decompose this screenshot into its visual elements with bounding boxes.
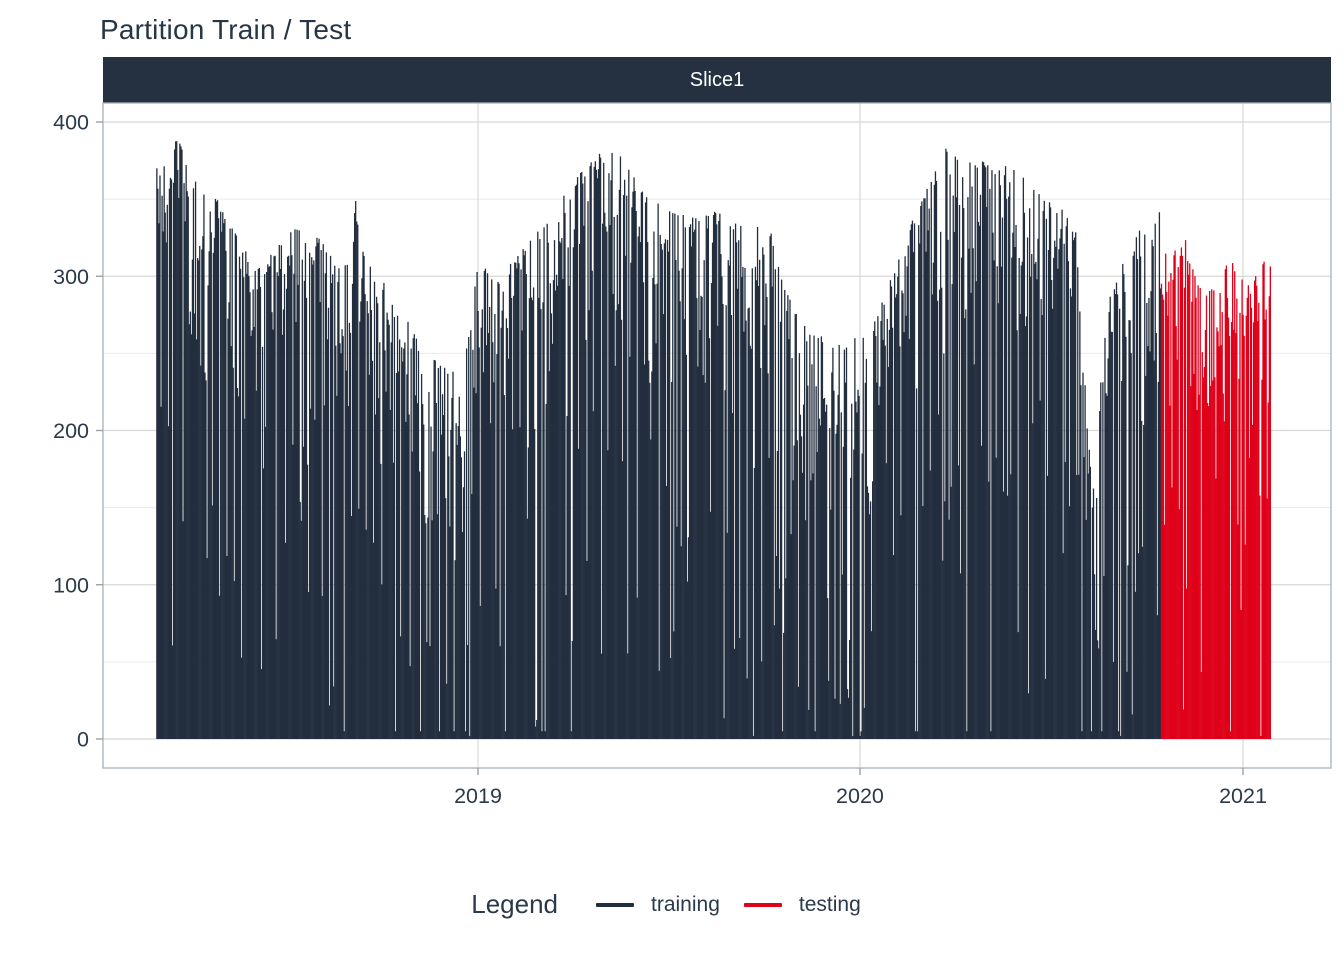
x-tick-label: 2019 [454, 784, 502, 808]
y-tick-label: 400 [53, 111, 89, 135]
x-tick-label: 2020 [836, 784, 884, 808]
panel-border [102, 102, 1332, 769]
plot-title: Partition Train / Test [100, 14, 352, 45]
bars-testing [1160, 240, 1271, 740]
y-tick-label: 300 [53, 265, 89, 289]
legend-label-training: training [651, 892, 720, 916]
y-tick-label: 200 [53, 419, 89, 443]
training-line-swatch [596, 902, 634, 907]
y-axis-labels: 0 100 200 300 400 [53, 111, 89, 752]
x-axis-labels: 2019 2020 2021 [454, 784, 1267, 808]
testing-line-swatch [743, 902, 782, 907]
legend-title: Legend [471, 889, 558, 919]
y-tick-label: 0 [77, 728, 89, 752]
legend-item-training: training [596, 893, 720, 917]
axis-ticks [96, 121, 1244, 775]
facet-strip: Slice1 [103, 57, 1331, 103]
bars-training [156, 141, 1162, 740]
legend-item-testing: testing [743, 892, 861, 917]
legend: Legend training testing [0, 889, 1344, 920]
facet-strip-label: Slice1 [689, 68, 745, 91]
legend-label-testing: testing [798, 892, 861, 916]
y-tick-label: 100 [53, 573, 89, 597]
x-tick-label: 2021 [1219, 784, 1267, 808]
